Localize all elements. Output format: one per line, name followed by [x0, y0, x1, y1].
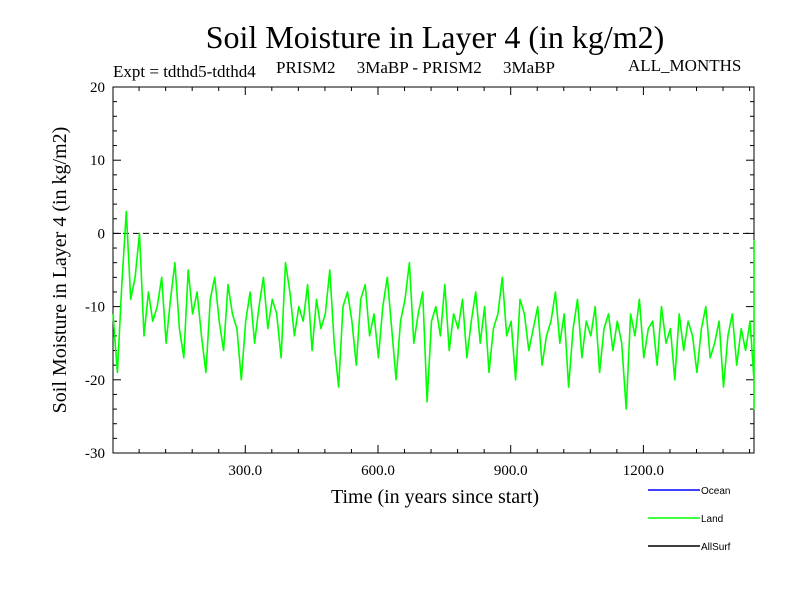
plot-frame — [112, 86, 755, 454]
y-tick-label: -10 — [85, 300, 105, 316]
y-tick-label: 10 — [90, 153, 105, 169]
series-group — [112, 210, 755, 410]
legend-label-allsurf: AllSurf — [701, 542, 731, 553]
y-tick-label: 0 — [98, 226, 106, 242]
y-axis-label: Soil Moisture in Layer 4 (in kg/m2) — [49, 127, 71, 414]
comparison-label: PRISM2 3MaBP - PRISM2 3MaBP — [276, 58, 555, 77]
chart-title: Soil Moisture in Layer 4 (in kg/m2) — [206, 19, 665, 55]
months-label: ALL_MONTHS — [628, 56, 741, 75]
expt-label: Expt = tdthd5-tdthd4 — [113, 62, 256, 81]
legend-label-land: Land — [701, 514, 723, 525]
y-tick-label: 20 — [90, 80, 105, 96]
legend-label-ocean: Ocean — [701, 486, 730, 497]
x-tick-label: 900.0 — [494, 463, 528, 479]
series-line-land — [112, 210, 755, 410]
x-tick-label: 1200.0 — [623, 463, 664, 479]
y-axis: -30 -20 -10 0 10 20 — [85, 80, 754, 462]
x-axis: 300.0 600.0 900.0 1200.0 — [138, 87, 751, 479]
x-tick-label: 300.0 — [228, 463, 262, 479]
x-tick-label: 600.0 — [361, 463, 395, 479]
x-axis-label: Time (in years since start) — [331, 486, 539, 508]
y-tick-label: -20 — [85, 373, 105, 389]
y-tick-label: -30 — [85, 446, 105, 462]
legend: Ocean Land AllSurf — [648, 486, 731, 553]
